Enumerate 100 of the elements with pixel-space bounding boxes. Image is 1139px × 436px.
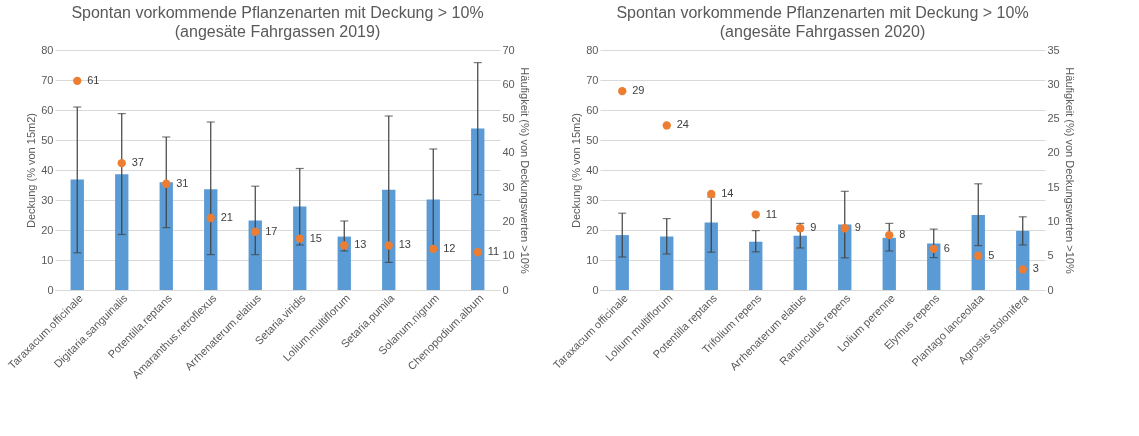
- y-tick-label: 30: [586, 193, 599, 206]
- data-label: 24: [676, 118, 689, 131]
- y2-tick-label: 20: [1047, 146, 1060, 159]
- y2-tick-label: 0: [502, 283, 509, 296]
- chart-subtitle: (angesäte Fahrgassen 2020): [719, 23, 926, 40]
- point: [618, 86, 627, 96]
- bar: [382, 189, 396, 290]
- bar: [793, 235, 807, 290]
- bar: [1016, 230, 1030, 290]
- bar: [115, 174, 129, 290]
- bar: [660, 236, 674, 290]
- data-label: 13: [354, 238, 367, 251]
- data-label: 31: [176, 176, 189, 189]
- y2-tick-label: 10: [1047, 214, 1060, 227]
- point: [1018, 265, 1027, 274]
- y2-tick-label: 30: [502, 180, 515, 193]
- y-tick-label: 60: [41, 103, 54, 116]
- y-axis-title: Deckung (% von 15m2): [25, 113, 38, 228]
- point: [885, 230, 894, 240]
- y2-tick-label: 50: [502, 112, 515, 125]
- y-tick-label: 10: [41, 253, 54, 266]
- y-tick-label: 0: [592, 283, 599, 296]
- bar: [159, 182, 173, 290]
- y-tick-label: 60: [586, 103, 599, 116]
- data-label: 3: [1032, 262, 1039, 275]
- y-tick-label: 40: [41, 163, 54, 176]
- bar: [248, 220, 262, 290]
- point: [662, 121, 671, 130]
- bar: [70, 179, 84, 290]
- point: [751, 210, 760, 219]
- y-tick-label: 20: [586, 223, 599, 236]
- data-label: 11: [765, 207, 778, 220]
- y-tick-label: 30: [41, 193, 54, 206]
- y-tick-label: 50: [41, 133, 54, 146]
- data-label: 9: [854, 221, 861, 234]
- y2-tick-label: 35: [1047, 43, 1060, 56]
- y-tick-label: 10: [586, 253, 599, 266]
- y2-tick-label: 60: [502, 77, 515, 90]
- data-label: 5: [988, 248, 995, 261]
- data-label: 13: [398, 238, 411, 251]
- bar: [293, 206, 307, 290]
- y-tick-label: 40: [586, 163, 599, 176]
- y2-axis-title: Häufigkeit (%) von Deckungswerten >10%: [518, 67, 531, 274]
- chart-title: Spontan vorkommende Pflanzenarten mit Deckung > 10%: [616, 4, 1029, 21]
- bar: [882, 237, 896, 290]
- point: [251, 227, 260, 236]
- y-tick-label: 20: [41, 223, 54, 236]
- point: [796, 224, 805, 233]
- bar: [749, 241, 763, 290]
- point: [429, 244, 438, 254]
- y2-tick-label: 15: [1047, 180, 1060, 193]
- y2-tick-label: 25: [1047, 112, 1060, 125]
- point: [162, 179, 171, 188]
- point: [73, 76, 82, 86]
- y-tick-label: 80: [41, 43, 54, 56]
- point: [340, 241, 349, 250]
- point: [384, 241, 393, 250]
- data-label: 12: [443, 241, 456, 254]
- chart-subtitle: (angesäte Fahrgassen 2019): [174, 23, 381, 40]
- data-label: 37: [131, 156, 144, 169]
- y2-tick-label: 20: [502, 214, 515, 227]
- data-label: 11: [487, 245, 500, 258]
- bar: [615, 235, 629, 290]
- data-label: 15: [309, 231, 322, 244]
- y2-axis-title: Häufigkeit (%) von Deckungswerten >10%: [1063, 67, 1076, 274]
- y-axis-title: Deckung (% von 15m2): [570, 113, 583, 228]
- bar: [471, 128, 485, 290]
- y2-tick-label: 40: [502, 146, 515, 159]
- y2-tick-label: 5: [1047, 249, 1054, 262]
- data-label: 21: [220, 211, 233, 223]
- y-tick-label: 50: [586, 133, 599, 146]
- data-label: 61: [87, 73, 100, 86]
- point: [707, 189, 716, 199]
- data-label: 8: [899, 228, 906, 241]
- y-tick-label: 70: [41, 73, 54, 86]
- bar: [971, 215, 985, 290]
- y2-tick-label: 10: [502, 249, 515, 262]
- data-label: 29: [632, 84, 645, 97]
- y-tick-label: 70: [586, 73, 599, 86]
- point: [473, 248, 482, 257]
- data-label: 9: [810, 221, 817, 234]
- y2-tick-label: 30: [1047, 77, 1060, 90]
- point: [974, 251, 983, 260]
- bar: [927, 243, 941, 290]
- data-label: 17: [265, 224, 278, 237]
- data-label: 14: [721, 187, 734, 199]
- chart-title: Spontan vorkommende Pflanzenarten mit Deckung > 10%: [71, 4, 484, 21]
- point: [840, 224, 849, 233]
- y-tick-label: 80: [586, 43, 599, 56]
- bar: [426, 199, 440, 290]
- point: [206, 213, 215, 223]
- data-label: 6: [943, 241, 950, 254]
- bar: [204, 189, 218, 290]
- y2-tick-label: 0: [1047, 283, 1054, 296]
- point: [117, 158, 126, 168]
- bar: [704, 222, 718, 290]
- point: [929, 244, 938, 254]
- y2-tick-label: 70: [502, 43, 515, 56]
- y-tick-label: 0: [47, 283, 54, 296]
- point: [295, 234, 304, 243]
